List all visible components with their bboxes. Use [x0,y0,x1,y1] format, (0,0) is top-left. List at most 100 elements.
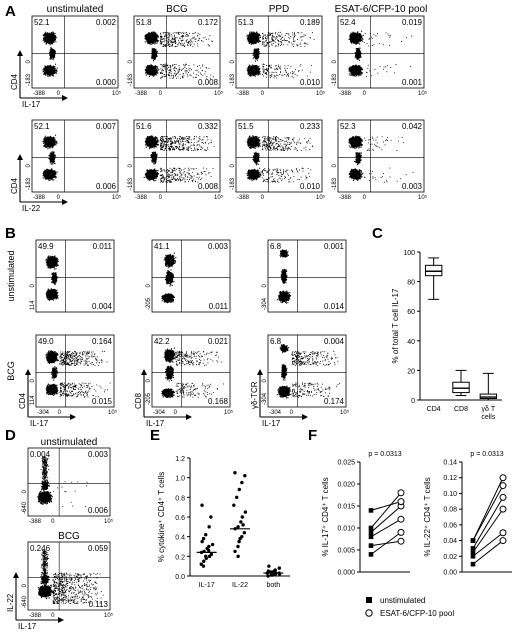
data-point [239,520,243,524]
panel-letter-a: A [5,3,16,20]
events [143,135,215,183]
y-tick: 0 [146,283,152,287]
data-point [242,531,247,535]
unstimulated-point [470,550,476,555]
quadrant-ul-value: 51.5 [238,122,254,131]
flow-plot-b-bcg: 6.8 0.004 0.174 -304 0 10⁵ -304 0 [262,334,350,416]
unstimulated-point [470,538,476,543]
axis-arrows: IL-17 CD8 [134,369,192,428]
x-tick: γδ T [482,406,496,413]
flow-plot-b-unstim: 41.1 0.003 0.011 -205 0 [146,239,231,313]
y-tick: 0.6 [175,515,185,522]
y-arrow-icon [141,369,147,375]
quadrant-ur-value: 0.059 [88,544,109,553]
y-tick: 0.010 [337,526,355,533]
box-0 [424,257,443,300]
quadrant-ul-value: 42.2 [154,337,170,346]
y-tick: 0 [30,283,36,287]
y-tick: 0 [230,59,236,63]
y-tick: 0 [30,378,36,382]
x-tick: 0 [57,195,61,201]
quadrant-lr-value: 0.168 [208,397,229,406]
data-point [236,544,240,549]
legend-entry: ESAT-6/CFP-10 pool [380,609,454,618]
quadrant-ur-value: 0.003 [208,242,229,251]
y-axis-label: % of total T cell IL-17 [391,288,400,363]
x-tick: 0 [261,91,265,97]
y-tick: 1.2 [175,456,185,463]
y-axis-label: CD8 [134,392,143,409]
column-title: PPD [269,4,290,15]
esat-point [499,474,507,482]
y-tick: 0.04 [443,538,457,545]
y-tick: 0.12 [443,475,457,482]
y-tick: -640 [22,501,28,514]
x-tick: 0 [363,91,367,97]
quadrant-ur-value: 0.003 [88,450,109,459]
unstimulated-point [368,508,374,513]
plot-title: BCG [58,531,80,542]
plot-frame [27,541,111,611]
data-point [206,548,211,553]
events [276,249,292,304]
x-tick: 10⁵ [340,409,350,416]
flow-plot-d-unstim: 0.004 0.003 0.006 -388 0 10⁵ -640 0 [22,447,114,525]
quadrant-ul-value: 51.6 [136,122,152,131]
events [348,30,412,77]
x-tick: 10⁵ [316,194,326,201]
y-tick: 0.2 [175,554,185,561]
y-tick: 114 [30,395,36,405]
data-point [199,562,203,566]
data-point [233,471,237,475]
esat-point [397,489,405,497]
quadrant-ul-value: 52.3 [340,122,356,131]
esat-point [499,493,507,501]
events [37,456,88,508]
quadrant-ur-value: 0.011 [93,242,113,251]
data-point [236,554,240,559]
esat-point [499,482,507,490]
panel-letter-e: E [150,427,160,444]
data-point [209,515,213,519]
quadrant-lr-value: 0.003 [402,182,423,191]
quadrant-lr-value: 0.001 [402,78,423,87]
data-point [209,552,214,557]
quadrant-ur-value: 0.332 [198,122,219,131]
unstimulated-point [368,552,374,557]
data-point [277,566,282,570]
events [246,135,314,183]
x-tick: 10⁵ [224,409,234,416]
events [45,350,111,398]
x-tick: 10⁵ [104,518,114,525]
y-tick: 0 [128,59,134,63]
plot-frame [133,15,221,89]
quadrant-ur-value: 0.002 [96,18,117,27]
x-arrow-icon [186,414,192,420]
events [42,31,58,78]
quadrant-ur-value: 0.021 [208,337,229,346]
esat-point [499,529,507,537]
flow-plot-a-row1: 52.4 0.019 0.001 -388 0 10⁵ -183 0 [332,15,428,97]
y-arrow-icon [17,154,23,160]
y-tick: -183 [128,177,134,190]
y-tick: -205 [146,392,152,405]
quadrant-ur-value: 0.001 [324,242,345,251]
y-tick: 0.005 [337,548,355,555]
data-point [273,568,277,572]
y-axis-label: CD4 [10,177,19,194]
quadrant-ul-value: 0.246 [30,544,51,553]
panel-letter-f: F [308,427,317,444]
quadrant-ur-value: 0.233 [300,122,321,131]
x-arrow-icon [62,199,68,205]
x-tick: 10⁵ [104,612,114,619]
y-tick: 0 [26,163,32,167]
data-point [243,510,248,514]
x-tick: -388 [29,519,42,525]
events [161,347,224,398]
quadrant-lr-value: 0.113 [89,600,109,609]
data-point [267,564,271,568]
data-point [240,480,244,485]
y-tick: -183 [26,73,32,86]
quadrant-ur-value: 0.172 [198,18,219,27]
x-axis-label: IL-17 [22,100,41,109]
